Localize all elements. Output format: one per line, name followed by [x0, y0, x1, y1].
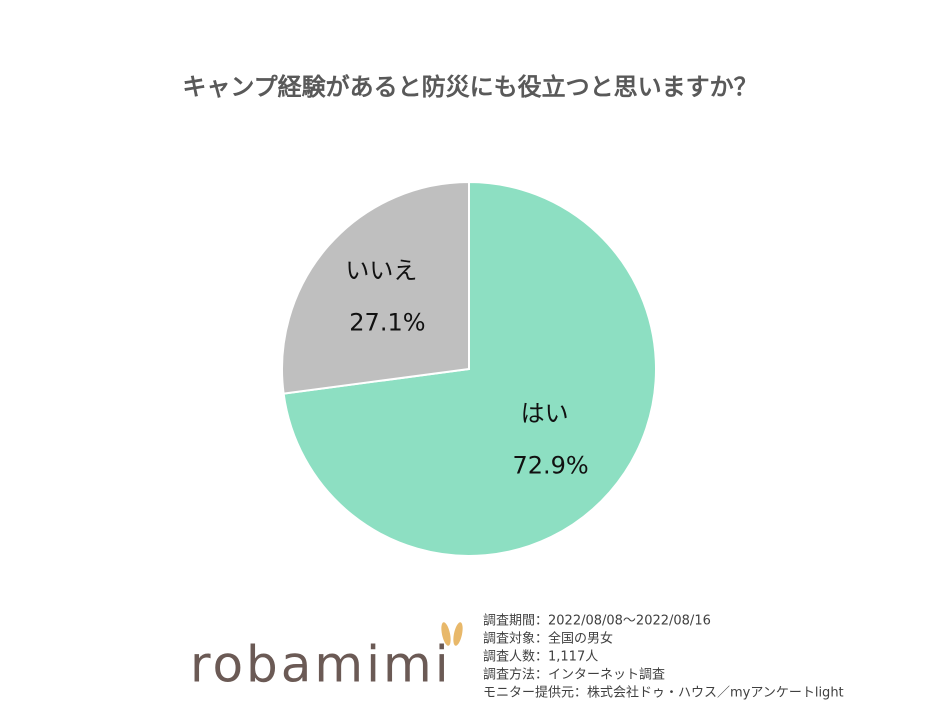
logo-text: robamimi	[190, 636, 452, 694]
slice-value-label: 72.9%	[512, 451, 588, 479]
slice-value-label: 27.1%	[349, 309, 425, 337]
chart-title: キャンプ経験があると防災にも役立つと思いますか？	[182, 73, 757, 101]
logo: robamimi	[190, 622, 463, 694]
survey-note: 調査方法：インターネット調査	[483, 667, 665, 683]
slice-category: はい	[521, 399, 569, 427]
survey-note: 調査期間：2022/08/08～2022/08/16	[483, 614, 711, 629]
survey-note: 調査対象：全国の男女	[483, 631, 613, 647]
slice-category: いいえ	[345, 257, 417, 285]
survey-note: モニター提供元：株式会社ドゥ・ハウス／myアンケートlight	[483, 685, 844, 701]
survey-note: 調査人数：1,117人	[483, 650, 598, 665]
logo-ear	[441, 622, 451, 646]
logo-ear	[453, 622, 463, 646]
pie-slice	[281, 180, 470, 395]
